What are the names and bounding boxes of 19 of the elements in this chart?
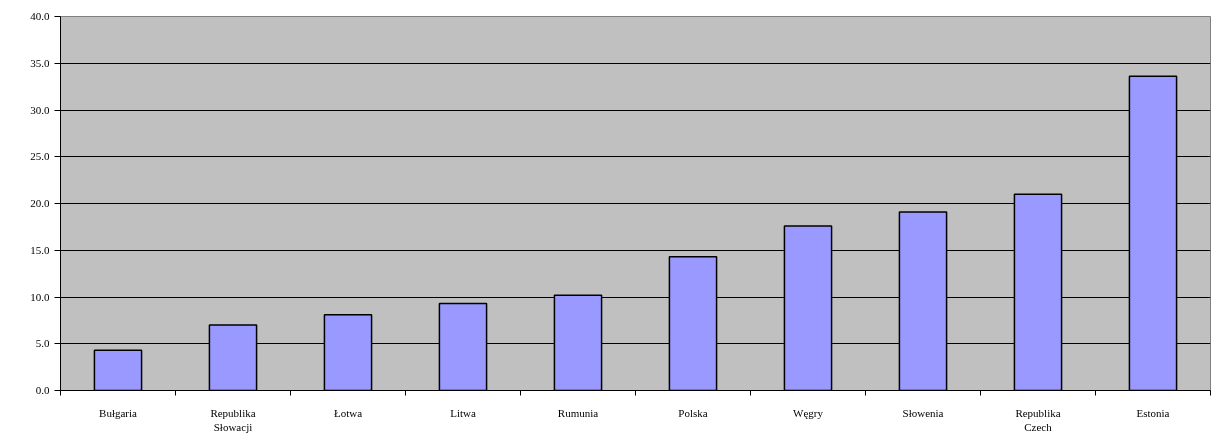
- y-tick-label: 5.0: [35, 337, 50, 350]
- x-tick-label: Republika Słowacji: [210, 406, 256, 433]
- y-tick-label: 40.0: [30, 10, 50, 22]
- x-tick-label: Republika Czech: [1015, 406, 1061, 433]
- x-tick-label: Bułgaria: [99, 406, 138, 419]
- y-tick-label: 0.0: [35, 384, 50, 396]
- x-tick-label: Łotwa: [333, 406, 363, 419]
- x-tick-label: Litwa: [450, 406, 476, 419]
- x-tick-label: Rumunia: [557, 406, 599, 419]
- y-tick-label: 10.0: [30, 290, 50, 303]
- y-tick-label: 25.0: [30, 150, 50, 163]
- x-tick-label: Słowenia: [902, 406, 944, 419]
- y-tick-label: 30.0: [30, 103, 50, 116]
- y-tick-label: 15.0: [30, 243, 50, 256]
- x-tick-label: Węgry: [793, 406, 824, 419]
- x-tick-label: Polska: [678, 406, 708, 419]
- y-tick-label: 20.0: [30, 197, 50, 209]
- x-tick-label: Estonia: [1136, 406, 1170, 419]
- y-tick-label: 35.0: [30, 56, 50, 69]
